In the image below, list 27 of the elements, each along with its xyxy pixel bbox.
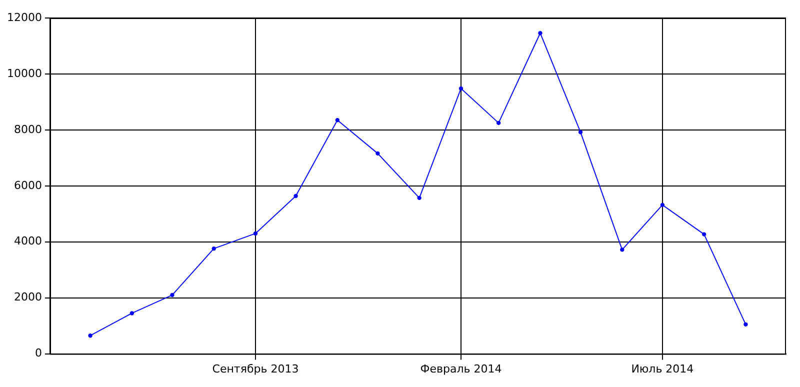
y-tick-label: 8000 — [14, 122, 42, 136]
y-tick-label: 12000 — [7, 10, 42, 24]
x-tick-label: Сентябрь 2013 — [212, 362, 299, 376]
y-tick-label: 6000 — [14, 178, 42, 192]
point — [335, 118, 340, 122]
point — [253, 231, 258, 236]
point — [660, 202, 665, 208]
point — [538, 31, 542, 36]
y-tick-label: 10000 — [7, 66, 42, 80]
y-tick-label: 0 — [35, 346, 42, 360]
y-tick-label: 4000 — [14, 234, 42, 248]
y-tick-label: 2000 — [14, 290, 42, 304]
point — [170, 292, 174, 298]
point — [578, 130, 583, 134]
point — [417, 196, 422, 200]
point — [294, 194, 298, 198]
x-tick-label: Февраль 2014 — [420, 362, 502, 376]
point — [744, 322, 748, 327]
point — [376, 151, 380, 156]
point — [620, 248, 624, 252]
point — [458, 86, 464, 91]
point — [130, 311, 134, 316]
point — [212, 246, 216, 251]
point — [702, 232, 706, 236]
x-tick-label: Июль 2014 — [631, 362, 694, 376]
point — [88, 334, 92, 338]
point — [496, 120, 501, 126]
